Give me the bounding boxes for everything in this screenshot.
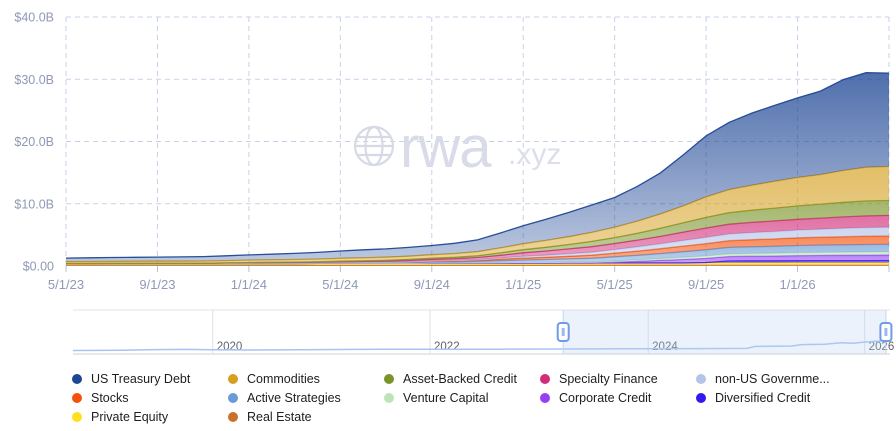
legend-label: US Treasury Debt: [91, 371, 191, 386]
legend-label: Diversified Credit: [715, 390, 811, 405]
legend-label: Venture Capital: [403, 390, 489, 405]
legend-column-2: Commodities Active Strategies Real Estate: [228, 369, 384, 426]
x-axis-tick-label: 1/1/26: [779, 277, 815, 292]
minimap-year-label: 2020: [217, 341, 243, 353]
area-us-treasury-debt: [66, 72, 889, 262]
legend-item-asset-backed-credit[interactable]: Asset-Backed Credit: [384, 369, 540, 388]
legend-label: Active Strategies: [247, 390, 341, 405]
legend-item-diversified-credit[interactable]: Diversified Credit: [696, 388, 852, 407]
timeline-minimap[interactable]: 2020 2022 2024 2026: [0, 308, 896, 360]
legend-label: Private Equity: [91, 409, 169, 424]
legend-item-corporate-credit[interactable]: Corporate Credit: [540, 388, 696, 407]
brush-handle-right[interactable]: [879, 322, 893, 342]
globe-icon: [353, 125, 395, 167]
legend-dot: [72, 411, 82, 422]
area-corporate-credit: [66, 254, 889, 264]
legend-column-3: Asset-Backed Credit Venture Capital: [384, 369, 540, 407]
minimap-brush[interactable]: [556, 310, 893, 354]
legend-dot: [72, 373, 82, 384]
y-axis-tick-label: $0.00: [23, 260, 54, 274]
area-stocks: [66, 235, 889, 264]
area-line-us-treasury-debt: [65, 72, 890, 259]
legend-label: Specialty Finance: [559, 371, 658, 386]
legend-dot: [228, 392, 238, 403]
legend-item-non-us-governme-[interactable]: non-US Governme...: [696, 369, 852, 388]
minimap-year-label: 2022: [434, 341, 460, 353]
legend-label: Corporate Credit: [559, 390, 652, 405]
legend-item-specialty-finance[interactable]: Specialty Finance: [540, 369, 696, 388]
legend-item-commodities[interactable]: Commodities: [228, 369, 384, 388]
legend-dot: [72, 392, 82, 403]
x-axis-tick-label: 9/1/24: [414, 277, 450, 292]
x-axis-tick-label: 9/1/25: [688, 277, 724, 292]
x-axis-tick-label: 5/1/25: [597, 277, 633, 292]
chart-areas: [65, 72, 890, 267]
minimap-year-label: 2026: [869, 341, 895, 353]
legend-dot: [540, 392, 550, 403]
y-axis-tick-label: $40.0B: [14, 11, 54, 25]
y-axis-tick-label: $10.0B: [14, 197, 54, 211]
legend-label: Asset-Backed Credit: [403, 371, 517, 386]
legend-dot: [228, 411, 238, 422]
watermark: rwa .xyz: [353, 115, 561, 180]
area-asset-backed-credit: [66, 200, 889, 264]
brush-handle-left[interactable]: [556, 322, 570, 342]
legend-label: Real Estate: [247, 409, 312, 424]
legend-dot: [384, 392, 394, 403]
area-specialty-finance: [66, 215, 889, 264]
legend-label: non-US Governme...: [715, 371, 830, 386]
brush-handle-left-grip-line: [561, 328, 565, 336]
main-chart: rwa .xyz $0.00 $10.0B $20.0B $30.0B $40.0B 5/…: [14, 11, 890, 293]
chart-plot-area[interactable]: [66, 17, 889, 266]
watermark-suffix: .xyz: [508, 138, 561, 171]
area-active-strategies: [66, 244, 889, 264]
brush-selection[interactable]: [563, 310, 886, 354]
legend-dot: [696, 392, 706, 403]
minimap-year-label: 2024: [652, 341, 678, 353]
x-axis-tick-label: 5/1/24: [322, 277, 358, 292]
axis-labels: $0.00 $10.0B $20.0B $30.0B $40.0B 5/1/23 9/1/2…: [14, 11, 815, 293]
legend-label: Stocks: [91, 390, 129, 405]
watermark-brand: rwa: [400, 115, 492, 180]
legend-dot: [696, 373, 706, 384]
legend-label: Commodities: [247, 371, 320, 386]
x-axis-tick-label: 1/1/25: [505, 277, 541, 292]
legend-item-real-estate[interactable]: Real Estate: [228, 407, 384, 426]
legend-dot: [228, 373, 238, 384]
minimap-sparkline: [72, 339, 891, 352]
legend-dot: [384, 373, 394, 384]
legend-column-1: US Treasury Debt Stocks Private Equity: [72, 369, 228, 426]
y-axis-tick-label: $30.0B: [14, 73, 54, 87]
legend-item-private-equity[interactable]: Private Equity: [72, 407, 228, 426]
legend-item-active-strategies[interactable]: Active Strategies: [228, 388, 384, 407]
legend-column-5: non-US Governme... Diversified Credit: [696, 369, 852, 407]
x-axis-tick-label: 9/1/23: [139, 277, 175, 292]
legend-dot: [540, 373, 550, 384]
legend-item-stocks[interactable]: Stocks: [72, 388, 228, 407]
chart-legend: US Treasury Debt Stocks Private Equity Comm…: [72, 369, 852, 426]
area-non-us-governme-: [66, 227, 889, 264]
legend-column-4: Specialty Finance Corporate Credit: [540, 369, 696, 407]
legend-item-venture-capital[interactable]: Venture Capital: [384, 388, 540, 407]
y-axis-tick-label: $20.0B: [14, 135, 54, 149]
x-axis-tick-label: 5/1/23: [48, 277, 84, 292]
minimap-content: 2020 2022 2024 2026: [72, 309, 895, 355]
brush-handle-right-grip-line: [884, 328, 888, 336]
legend-item-us-treasury-debt[interactable]: US Treasury Debt: [72, 369, 228, 388]
x-axis-tick-label: 1/1/24: [231, 277, 267, 292]
